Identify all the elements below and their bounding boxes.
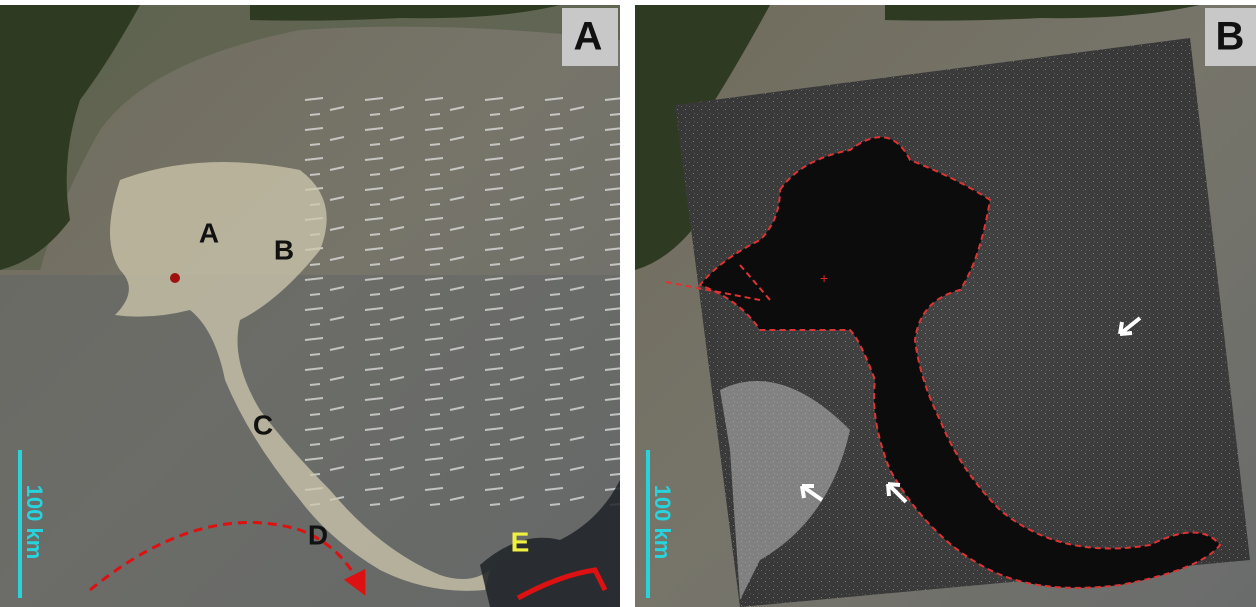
clouds xyxy=(300,90,620,510)
scale-label: 100 km xyxy=(22,485,47,560)
well-site xyxy=(170,273,180,283)
annotation: C xyxy=(253,409,273,440)
page: A A B C D E 100 km + B 100 km (() => { c… xyxy=(0,0,1256,607)
well-site: + xyxy=(820,270,828,286)
panel-a: A A B C D E 100 km xyxy=(0,5,620,607)
scale-label: 100 km xyxy=(650,485,675,560)
figure: A A B C D E 100 km + B 100 km xyxy=(0,0,1256,607)
annotation: A xyxy=(199,217,219,248)
panel-label: A xyxy=(574,15,603,59)
panel-label: B xyxy=(1216,15,1245,59)
annotation: D xyxy=(308,519,328,550)
annotation: B xyxy=(274,234,294,265)
panel-b: + B 100 km xyxy=(635,5,1256,607)
annotation: E xyxy=(511,526,530,557)
